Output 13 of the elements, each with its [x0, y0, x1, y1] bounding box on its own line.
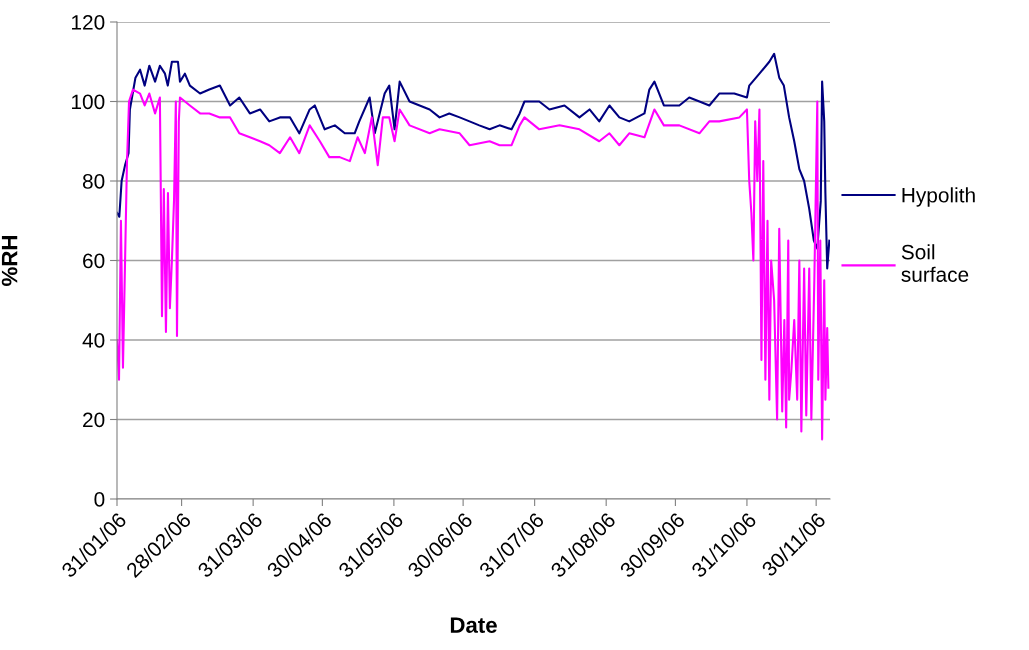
y-tick-label: 60: [83, 253, 105, 269]
x-axis-title: Date: [450, 617, 497, 633]
y-tick-label: 20: [83, 412, 105, 428]
y-tick-label: 40: [82, 333, 105, 348]
y-tick-label: 0: [94, 492, 105, 507]
y-tick-label: 80: [82, 174, 105, 189]
y-tick-label: 100: [72, 94, 105, 110]
y-axis-title: %RH: [1, 236, 18, 286]
line-series: [117, 52, 830, 270]
legend-label: Hypolith: [902, 187, 975, 207]
y-tick-label: 120: [72, 15, 105, 30]
line-series: [117, 88, 830, 441]
legend-label: Soil surface: [901, 244, 969, 282]
